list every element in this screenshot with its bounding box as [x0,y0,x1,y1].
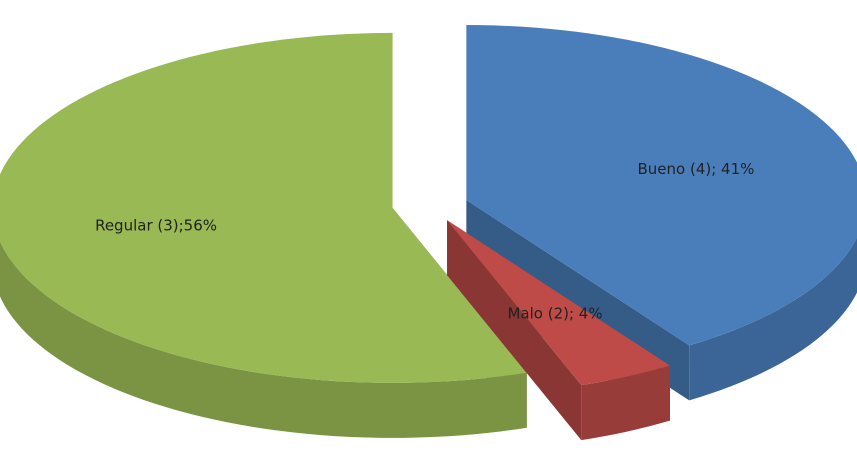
slice-top [0,32,527,383]
data-label: Bueno (4); 41% [638,160,755,178]
data-label: Regular (3);56% [95,216,217,234]
slice-side [689,237,857,401]
data-label: Malo (2); 4% [507,305,602,323]
slice-top [447,220,670,386]
slice-side [581,365,670,441]
slice-top [466,25,857,346]
slice [0,32,527,438]
slice-side [0,241,527,438]
slice [447,220,670,441]
slice-cut-face [447,220,582,441]
